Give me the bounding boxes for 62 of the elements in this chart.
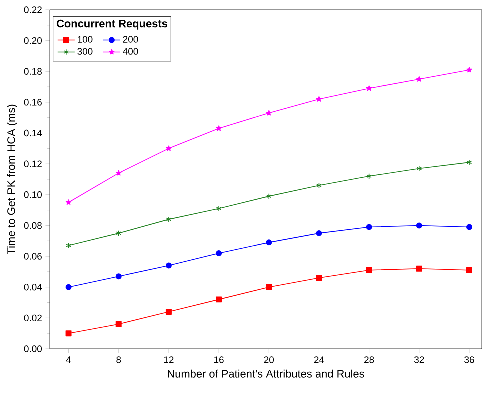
- x-axis-title: Number of Patient's Attributes and Rules: [168, 370, 364, 378]
- y-tick-label: 0.12: [24, 160, 42, 168]
- x-tick-label: 24: [314, 356, 324, 364]
- y-tick-label: 0.10: [24, 192, 42, 198]
- point: [266, 193, 272, 200]
- point: [366, 267, 372, 274]
- point: [266, 284, 272, 290]
- x-tick-label: 8: [116, 356, 122, 364]
- point: [116, 274, 122, 280]
- point: [266, 240, 272, 246]
- x-tick-label: 20: [264, 356, 274, 364]
- point: [216, 296, 222, 303]
- point: [316, 182, 322, 189]
- y-tick-label: 0.00: [24, 346, 42, 352]
- legend-title: Concurrent Requests: [56, 20, 168, 30]
- point: [466, 267, 472, 274]
- point: [416, 166, 422, 172]
- point: [216, 250, 222, 256]
- y-tick-label: 0.22: [24, 6, 42, 14]
- y-tick-label: 0.20: [24, 37, 42, 44]
- y-tick-label: 0.14: [24, 130, 42, 137]
- point: [416, 222, 422, 229]
- legend-label: 100: [78, 36, 93, 43]
- point: [266, 110, 272, 116]
- x-tick-label: 12: [164, 356, 174, 364]
- x-tick-label: 28: [364, 356, 374, 364]
- point: [466, 67, 472, 73]
- point: [416, 76, 422, 82]
- point: [366, 224, 372, 230]
- point: [216, 126, 222, 132]
- y-tick-label: 0.16: [24, 99, 42, 106]
- x-tick-label: 16: [214, 356, 224, 364]
- y-axis-title: Time to Get PK from HCA (ms): [7, 104, 18, 255]
- point: [166, 146, 172, 152]
- point: [466, 224, 472, 230]
- point: [166, 262, 172, 269]
- legend-label: 400: [123, 48, 138, 55]
- legend-label: 300: [78, 48, 93, 55]
- point: [366, 86, 372, 92]
- point: [116, 170, 122, 176]
- point: [366, 173, 372, 180]
- y-tick-label: 0.08: [24, 222, 42, 230]
- x-tick-label: 36: [464, 356, 474, 364]
- y-tick-label: 0.06: [24, 253, 42, 260]
- x-tick-label: 4: [66, 356, 72, 364]
- point: [66, 284, 72, 290]
- y-tick-label: 0.18: [24, 68, 42, 75]
- y-tick-label: 0.02: [24, 314, 42, 322]
- y-tick-label: 0.04: [24, 284, 42, 291]
- point: [166, 309, 172, 316]
- point: [316, 230, 322, 236]
- legend-label: 200: [123, 36, 138, 43]
- point: [216, 206, 222, 212]
- point: [116, 230, 122, 236]
- point: [316, 275, 322, 282]
- point: [66, 330, 72, 337]
- point: [116, 321, 122, 328]
- point: [416, 266, 422, 272]
- point: [166, 216, 172, 223]
- point: [66, 200, 72, 206]
- point: [316, 96, 322, 102]
- x-tick-label: 32: [414, 356, 424, 364]
